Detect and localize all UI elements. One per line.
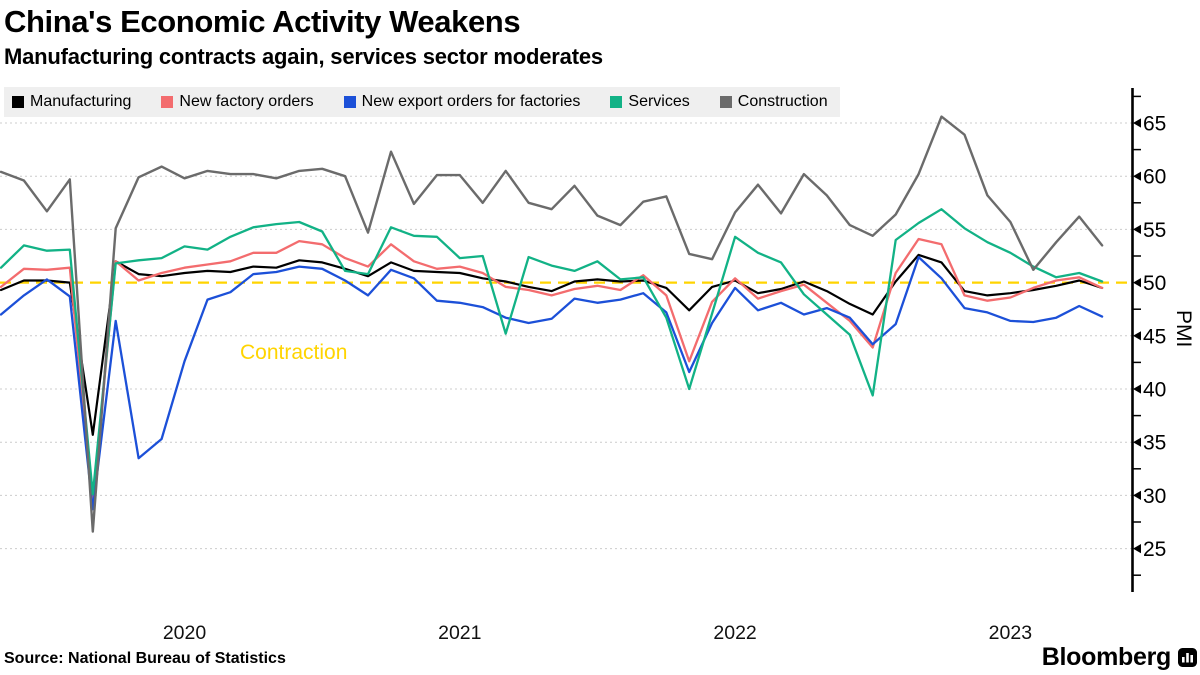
legend-label-new-export-orders-for-factories: New export orders for factories xyxy=(361,93,581,110)
legend-label-manufacturing: Manufacturing xyxy=(30,93,132,110)
x-axis-label-2022: 2022 xyxy=(713,622,756,644)
legend-swatch-new-export-orders-for-factories xyxy=(343,96,356,108)
y-axis-title: PMI xyxy=(1172,310,1195,348)
y-axis-tick-marker xyxy=(1133,278,1141,288)
legend-item-services: Services xyxy=(610,93,690,111)
y-axis-tick-marker xyxy=(1133,490,1141,500)
legend-swatch-manufacturing xyxy=(12,96,24,108)
gridlines xyxy=(0,122,1132,550)
legend-item-construction: Construction xyxy=(719,93,828,111)
series-line-construction xyxy=(0,115,1104,533)
legend-swatch-construction xyxy=(719,96,732,108)
y-axis-tick-marker xyxy=(1133,437,1141,447)
series-line-new-export-orders-for-factories xyxy=(0,255,1104,511)
y-axis-tick-marker xyxy=(1133,171,1141,181)
page-subtitle: Manufacturing contracts again, services … xyxy=(4,44,603,69)
bloomberg-logo: Bloomberg xyxy=(1042,643,1197,672)
x-axis-label-2020: 2020 xyxy=(163,622,207,644)
y-axis-tick-label-35: 35 xyxy=(1143,432,1166,455)
series-line-services xyxy=(0,208,1104,496)
legend-swatch-services xyxy=(610,96,623,108)
bloomberg-chart-icon xyxy=(1178,648,1197,667)
contraction-label: Contraction xyxy=(240,341,348,364)
legend-label-construction: Construction xyxy=(737,93,828,110)
x-axis-label-2021: 2021 xyxy=(438,622,481,644)
y-axis: 25 30 35 40 45 50 55 60 65 xyxy=(1131,88,1166,592)
y-axis-tick-marker xyxy=(1133,331,1141,341)
y-axis-tick-label-55: 55 xyxy=(1143,219,1166,242)
legend-swatch-new-factory-orders xyxy=(161,96,174,108)
y-axis-tick-marker xyxy=(1133,544,1141,554)
y-axis-tick-marker xyxy=(1133,384,1141,394)
legend-item-new-factory-orders: New factory orders xyxy=(161,93,314,111)
y-axis-tick-marker xyxy=(1133,118,1141,128)
series-line-new-factory-orders xyxy=(0,237,1104,504)
y-axis-tick-label-25: 25 xyxy=(1143,538,1166,561)
legend-label-new-factory-orders: New factory orders xyxy=(179,93,314,110)
source-text: Source: National Bureau of Statistics xyxy=(4,650,286,667)
y-axis-tick-label-60: 60 xyxy=(1143,166,1166,189)
bloomberg-wordmark: Bloomberg xyxy=(1041,643,1172,671)
x-axis-labels: 2020 2021 2022 2023 xyxy=(163,622,1032,644)
y-axis-tick-label-30: 30 xyxy=(1143,485,1166,508)
series-lines xyxy=(0,115,1104,533)
y-axis-tick-label-40: 40 xyxy=(1143,379,1166,402)
page-title: China's Economic Activity Weakens xyxy=(4,4,521,39)
series-line-manufacturing xyxy=(0,253,1104,436)
legend-item-new-export-orders-for-factories: New export orders for factories xyxy=(343,93,581,111)
legend-item-manufacturing: Manufacturing xyxy=(12,93,131,111)
legend: Manufacturing New factory orders New expor… xyxy=(4,87,840,117)
x-axis-label-2023: 2023 xyxy=(989,622,1032,644)
y-axis-tick-label-50: 50 xyxy=(1143,272,1166,295)
y-axis-tick-marker xyxy=(1133,224,1141,234)
y-axis-tick-label-65: 65 xyxy=(1143,113,1166,136)
y-axis-tick-label-45: 45 xyxy=(1143,325,1166,348)
legend-label-services: Services xyxy=(628,93,690,110)
